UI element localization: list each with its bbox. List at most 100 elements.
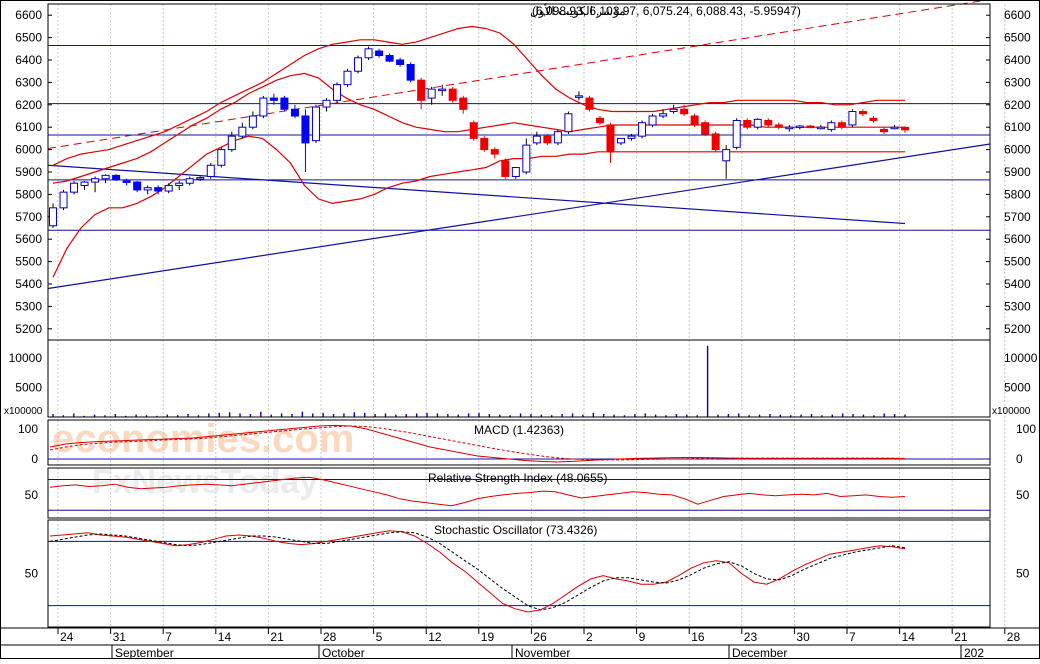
ohlc-readout: (6,098.93, 6,103.97, 6,075.24, 6,088.43,…	[532, 4, 801, 18]
panel-frame-3	[47, 467, 991, 519]
price-y-label-right: 5200	[1004, 322, 1031, 336]
x-day-label: 24	[60, 630, 74, 644]
candle-body	[564, 113, 573, 133]
indicator-series-4-0	[49, 530, 906, 613]
price-y-label-right: 6100	[1004, 120, 1031, 134]
candle-body	[80, 181, 89, 186]
candle-body	[343, 70, 352, 86]
candle-body	[375, 50, 384, 57]
candle-body	[301, 115, 310, 144]
x-month-label: October	[322, 646, 365, 659]
panel-frame-4	[47, 519, 991, 628]
volume-y-label-right: 10000	[1004, 351, 1038, 365]
indicator-y-label-left: 0	[31, 452, 38, 466]
candle-body	[459, 97, 468, 110]
candle-body	[70, 182, 79, 193]
indicator-y-label-right: 50	[1016, 567, 1030, 581]
candle-body	[743, 119, 752, 128]
candle-body	[206, 164, 215, 177]
x-day-label: 30	[796, 630, 810, 644]
price-y-label-left: 5300	[15, 299, 42, 313]
volume-unit-right: x100000	[992, 406, 1031, 417]
price-y-label-right: 6500	[1004, 31, 1031, 45]
x-day-label: 31	[113, 630, 127, 644]
candle-body	[638, 122, 647, 137]
candle-body	[101, 174, 110, 180]
candle-body	[827, 122, 836, 130]
indicator-y-label-right: 100	[1016, 422, 1036, 436]
price-y-label-right: 5500	[1004, 255, 1031, 269]
candle-body	[901, 126, 909, 131]
x-day-label: 7	[849, 630, 856, 644]
candle-body	[227, 135, 236, 151]
candle-body	[154, 187, 163, 192]
price-y-label-right: 6300	[1004, 75, 1031, 89]
watermark-layer: economies.com FxNewsToday	[52, 417, 354, 501]
volume-y-label-left: 10000	[9, 351, 43, 365]
candle-body	[669, 108, 678, 113]
candle-body	[858, 111, 867, 115]
candle-body	[322, 99, 331, 108]
candle-body	[333, 84, 341, 101]
price-y-label-left: 6000	[15, 143, 42, 157]
chart-title: مؤشر الكويت الأول	[530, 3, 626, 18]
indicator-title: MACD (1.42363)	[474, 423, 564, 437]
x-day-label: 12	[428, 630, 442, 644]
price-y-label-left: 6200	[15, 98, 42, 112]
candle-body	[259, 97, 268, 117]
x-month-label: November	[515, 646, 570, 659]
volume-unit-left: x100000	[4, 406, 43, 417]
x-day-label: 28	[323, 630, 337, 644]
price-y-label-right: 6400	[1004, 53, 1031, 67]
candle-body	[711, 133, 720, 151]
price-y-label-left: 5200	[15, 322, 42, 336]
indicator-series-4-1	[49, 531, 906, 611]
candle-body	[385, 55, 394, 62]
candle-body	[574, 95, 583, 98]
candle-body	[164, 184, 173, 192]
candle-body	[848, 111, 857, 126]
price-y-label-right: 5300	[1004, 299, 1031, 313]
candle-body	[764, 119, 773, 126]
price-y-label-left: 5700	[15, 210, 42, 224]
indicator-series-3-0	[49, 476, 906, 507]
candle-body	[753, 118, 762, 128]
candle-body	[396, 59, 405, 65]
indicator-y-label-left: 50	[25, 567, 39, 581]
candle-body	[722, 149, 731, 162]
candle-body	[890, 126, 899, 130]
price-y-label-left: 6600	[15, 8, 42, 22]
price-y-label-left: 6400	[15, 53, 42, 67]
candle-body	[648, 115, 657, 126]
candle-body	[701, 122, 710, 135]
candle-body	[774, 124, 783, 128]
x-month-label: December	[732, 646, 787, 659]
candle-body	[112, 174, 121, 181]
panel-frame-2	[47, 419, 991, 466]
candle-body	[490, 149, 499, 155]
candle-body	[196, 177, 205, 180]
x-day-label: 21	[270, 630, 284, 644]
x-month-label: 202	[964, 646, 984, 659]
candle-body	[175, 182, 184, 186]
candle-body	[680, 108, 689, 115]
candle-body	[627, 135, 636, 139]
x-day-label: 28	[1007, 630, 1021, 644]
candle-body	[532, 135, 541, 144]
candle-body	[364, 48, 373, 59]
candle-body	[511, 167, 520, 177]
candle-body	[290, 108, 299, 117]
candle-body	[133, 181, 142, 191]
price-y-label-right: 5600	[1004, 232, 1031, 246]
candle-body	[690, 115, 699, 126]
price-y-label-left: 5400	[15, 277, 42, 291]
candle-body	[806, 125, 815, 129]
candle-body	[185, 178, 194, 184]
candle-body	[91, 178, 100, 183]
candle-body	[354, 57, 363, 72]
candle-body	[553, 131, 562, 144]
candle-body	[248, 115, 257, 128]
panel-frame-1	[47, 339, 991, 418]
dashed-trend-line	[47, 0, 991, 149]
